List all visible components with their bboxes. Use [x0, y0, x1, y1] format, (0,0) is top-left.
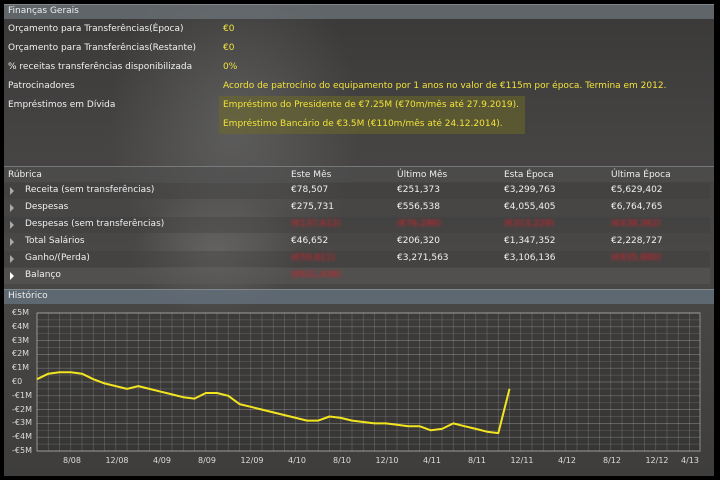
loans-label: Empréstimos em Dívida [8, 100, 116, 110]
transfer-revenue-pct-value: 0% [223, 62, 238, 72]
x-tick-label: 12/12 [645, 456, 669, 465]
row-label: Balanço [25, 270, 61, 280]
expand-arrow-icon[interactable] [10, 221, 14, 229]
table-row-revenue[interactable]: Receita (sem transferências) €78,507 €25… [4, 183, 710, 199]
sponsors-label: Patrocinadores [8, 81, 75, 91]
x-tick-label: 8/11 [468, 456, 486, 465]
cell-this-month: €46,652 [291, 236, 329, 246]
general-finances-title: Finanças Gerais [8, 6, 79, 16]
table-row-balance[interactable]: Balanço (€621,438) [4, 268, 710, 284]
x-tick-label: 4/09 [153, 456, 171, 465]
transfer-budget-remaining-value: €0 [223, 43, 235, 53]
x-tick-label: 8/08 [63, 456, 81, 465]
x-tick-label: 12/11 [510, 456, 534, 465]
finance-panel: Finanças Gerais Orçamento para Transferê… [4, 4, 714, 476]
cell-last-season: €6,764,765 [611, 202, 663, 212]
history-header: Histórico [4, 289, 714, 304]
y-tick-label: €1M [12, 363, 30, 373]
y-tick-label: €4M [12, 321, 30, 331]
y-tick-label: -€3M [12, 418, 32, 428]
cell-this-season: €4,055,405 [504, 202, 556, 212]
col-header-item[interactable]: Rúbrica [8, 170, 42, 180]
cell-this-month: €78,507 [291, 185, 329, 195]
x-tick-label: 8/09 [198, 456, 216, 465]
cell-this-season: €1,347,352 [504, 236, 556, 246]
transfer-revenue-pct-label: % receitas transferências disponibilizad… [8, 62, 193, 72]
expand-arrow-icon[interactable] [10, 238, 14, 246]
table-row-expenses[interactable]: Despesas €275,731 €556,538 €4,055,405 €6… [4, 200, 710, 216]
x-tick-label: 4/10 [288, 456, 306, 465]
row-label: Total Salários [25, 236, 85, 246]
col-header-this-season[interactable]: Esta Época [504, 170, 554, 180]
cell-last-month: €556,538 [397, 202, 440, 212]
cell-last-season: €2,228,727 [611, 236, 663, 246]
y-tick-label: -€5M [12, 446, 32, 455]
table-row-total-wages[interactable]: Total Salários €46,652 €206,320 €1,347,3… [4, 234, 710, 250]
balance-line [36, 371, 511, 435]
col-header-last-season[interactable]: Última Época [611, 170, 671, 180]
x-tick-label: 12/08 [105, 456, 129, 465]
transfer-budget-remaining-label: Orçamento para Transferências(Restante) [8, 43, 197, 53]
table-header [4, 166, 714, 182]
y-tick-label: €5M [12, 308, 30, 317]
cell-this-month: (€137,612) [291, 219, 341, 229]
history-title: Histórico [8, 291, 48, 301]
cell-last-month: €251,373 [397, 185, 440, 195]
table-row-expenses-no-transfers[interactable]: Despesas (sem transferências) (€137,612)… [4, 217, 710, 233]
loans-highlight [219, 96, 525, 134]
y-tick-label: -€2M [12, 404, 32, 414]
y-tick-label: €0 [12, 377, 23, 386]
transfer-budget-season-label: Orçamento para Transferências(Época) [8, 24, 184, 34]
cell-last-month: (€76,286) [397, 219, 442, 229]
row-label: Despesas [25, 202, 69, 212]
expand-arrow-icon[interactable] [10, 204, 14, 212]
expand-arrow-icon[interactable] [10, 255, 14, 263]
cell-last-month: €206,320 [397, 236, 440, 246]
x-tick-label: 8/12 [603, 456, 621, 465]
cell-this-month: (€59,811) [291, 253, 336, 263]
sponsors-value: Acordo de patrocínio do equipamento por … [223, 81, 667, 91]
row-label: Receita (sem transferências) [25, 185, 155, 195]
history-chart-plot [36, 312, 701, 452]
cell-last-month: €3,271,563 [397, 253, 449, 263]
general-finances-header: Finanças Gerais [4, 4, 714, 19]
loan-bank: Empréstimo Bancário de €3.5M (€110m/mês … [223, 119, 503, 129]
x-tick-label: 12/10 [375, 456, 399, 465]
cell-this-season: €3,299,763 [504, 185, 556, 195]
row-label: Despesas (sem transferências) [25, 219, 165, 229]
expand-arrow-icon[interactable] [10, 272, 14, 280]
cell-last-season: €5,629,402 [611, 185, 663, 195]
cell-this-season: €3,106,136 [504, 253, 556, 263]
col-header-this-month[interactable]: Este Mês [291, 170, 332, 180]
y-tick-label: €3M [12, 335, 30, 345]
x-tick-label: 8/10 [333, 456, 351, 465]
cell-this-season: (€313,229) [504, 219, 554, 229]
transfer-budget-season-value: €0 [223, 24, 235, 34]
expand-arrow-icon[interactable] [10, 187, 14, 195]
x-tick-label: 4/12 [558, 456, 576, 465]
cell-last-season: (€438,362) [611, 219, 661, 229]
cell-this-month: (€621,438) [291, 270, 341, 280]
col-header-last-month[interactable]: Último Mês [397, 170, 448, 180]
y-tick-label: -€4M [12, 432, 32, 442]
cell-this-month: €275,731 [291, 202, 334, 212]
x-tick-label: 12/09 [240, 456, 264, 465]
x-tick-label: 4/11 [423, 456, 441, 465]
history-chart: €5M €4M €3M €2M €1M €0 -€1M -€2M -€3M -€4M -€5M 8/0… [8, 308, 714, 476]
x-tick-label: 4/13 [681, 456, 699, 465]
loan-president: Empréstimo do Presidente de €7.25M (€70m… [223, 100, 519, 110]
cell-last-season: (€835,880) [611, 253, 661, 263]
row-label: Ganho/(Perda) [25, 253, 90, 263]
y-tick-label: -€1M [12, 390, 32, 400]
table-row-profit-loss[interactable]: Ganho/(Perda) (€59,811) €3,271,563 €3,10… [4, 251, 710, 267]
y-tick-label: €2M [12, 349, 30, 359]
